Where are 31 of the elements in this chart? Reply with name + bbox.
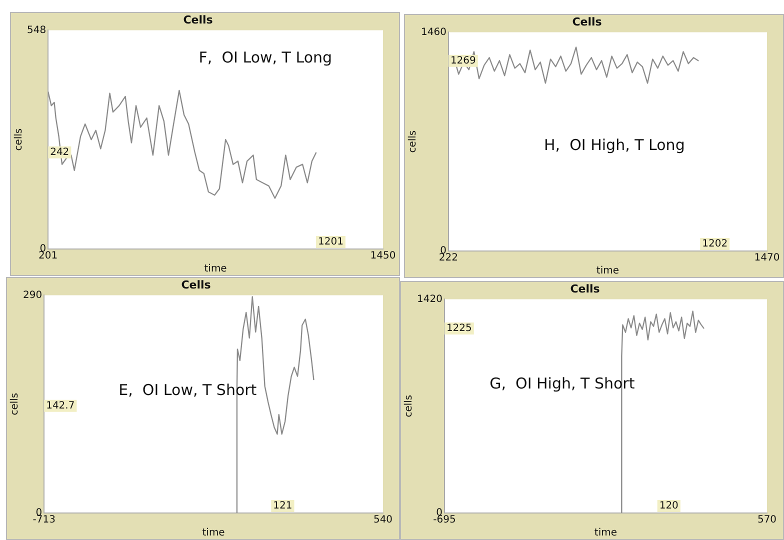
x-axis-title: time — [204, 264, 227, 275]
annotation: 242 — [50, 146, 70, 158]
annotation: E, OI Low, T Short — [118, 380, 257, 399]
x-axis-title: time — [202, 528, 225, 539]
y-tick-label: 290 — [22, 290, 42, 301]
y-tick-label: 1460 — [420, 26, 446, 38]
y-axis-title: cells — [408, 130, 419, 153]
x-tick-label: 540 — [373, 514, 393, 526]
annotation: 142.7 — [46, 400, 75, 412]
annotation: F, OI Low, T Long — [198, 48, 332, 67]
y-axis-title: cells — [14, 128, 25, 151]
annotation: 1201 — [318, 236, 344, 248]
annotation: 121 — [273, 500, 292, 512]
x-axis-title: time — [596, 266, 620, 277]
annotation: 120 — [659, 500, 678, 512]
x-tick-label: 1450 — [370, 250, 396, 262]
x-tick-label: 1470 — [754, 252, 780, 264]
x-axis-title: time — [594, 528, 618, 539]
x-tick-label: 570 — [757, 514, 777, 526]
chart-title: Cells — [181, 278, 212, 292]
y-axis-title: cells — [10, 392, 21, 416]
annotation: 1225 — [446, 323, 472, 334]
chart-title: Cells — [572, 15, 602, 28]
chart-title: Cells — [570, 282, 600, 296]
chart-title: Cells — [183, 13, 214, 26]
y-tick-label: 1420 — [416, 294, 442, 305]
annotation: 1202 — [702, 238, 728, 250]
annotation: H, OI High, T Long — [544, 136, 685, 154]
annotation: G, OI High, T Short — [490, 374, 635, 393]
y-axis-title: cells — [404, 394, 415, 418]
y-tick-label: 548 — [26, 24, 46, 36]
